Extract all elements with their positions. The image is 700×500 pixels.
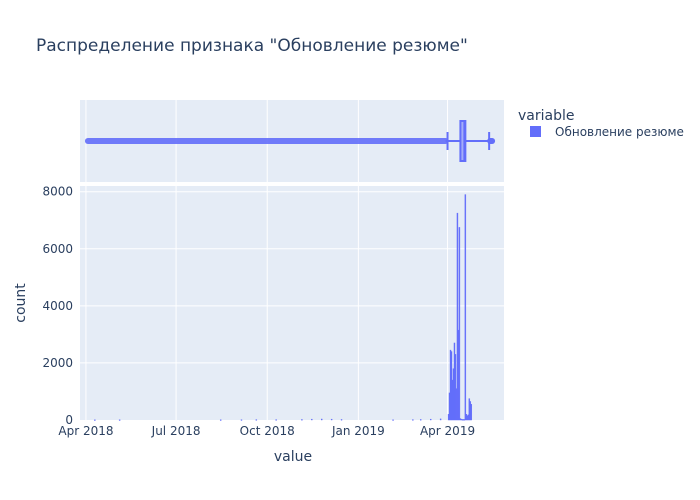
histogram-bars xyxy=(94,194,473,421)
histogram-bar xyxy=(412,419,414,421)
histogram-bar xyxy=(255,419,258,421)
x-tick-label: Jul 2018 xyxy=(151,424,201,438)
histogram-bar xyxy=(340,419,343,421)
legend[interactable]: variable Обновление резюме xyxy=(518,108,684,139)
box-plot xyxy=(84,120,496,162)
histogram-panel-background xyxy=(80,186,504,420)
histogram-gridlines xyxy=(80,186,504,420)
x-tick-label: Oct 2018 xyxy=(240,424,295,438)
histogram-bar xyxy=(311,418,313,421)
histogram-bar xyxy=(439,418,442,421)
y-tick-label: 2000 xyxy=(42,356,73,370)
legend-entry-label[interactable]: Обновление резюме xyxy=(555,125,684,139)
histogram-bar xyxy=(392,419,394,421)
x-tick-label: Apr 2019 xyxy=(420,424,475,438)
x-tick-label: Apr 2018 xyxy=(58,424,113,438)
x-tick-label: Jan 2019 xyxy=(331,424,385,438)
y-tick-label: 8000 xyxy=(42,185,73,199)
y-tick-label: 4000 xyxy=(42,299,73,313)
histogram-bar xyxy=(464,194,467,421)
histogram-bar xyxy=(429,418,432,421)
histogram-bar xyxy=(240,419,243,421)
histogram-bar xyxy=(420,419,422,421)
histogram-bar xyxy=(219,419,222,421)
histogram-bar xyxy=(118,419,121,421)
histogram-bar xyxy=(330,418,333,421)
y-tick-label: 6000 xyxy=(42,242,73,256)
histogram-bar xyxy=(454,354,457,421)
histogram-bar xyxy=(458,227,461,421)
legend-title: variable xyxy=(518,108,574,124)
chart-title: Распределение признака "Обновление резюм… xyxy=(36,36,468,56)
x-axis-ticks: Apr 2018 Jul 2018 Oct 2018 Jan 2019 Apr 2019 xyxy=(58,424,475,438)
histogram-bar xyxy=(301,419,303,421)
box-upper-outlier xyxy=(489,138,496,144)
histogram-bar xyxy=(470,404,473,421)
histogram-bar xyxy=(275,419,277,421)
y-axis-label: count xyxy=(13,283,29,323)
histogram-bar xyxy=(321,418,323,421)
legend-swatch[interactable] xyxy=(530,126,541,137)
histogram-bar xyxy=(94,419,96,421)
x-axis-label: value xyxy=(274,449,312,465)
histogram-bar xyxy=(456,212,459,421)
y-tick-label: 0 xyxy=(65,413,73,427)
y-axis-ticks: 0 2000 4000 6000 8000 xyxy=(42,185,73,427)
